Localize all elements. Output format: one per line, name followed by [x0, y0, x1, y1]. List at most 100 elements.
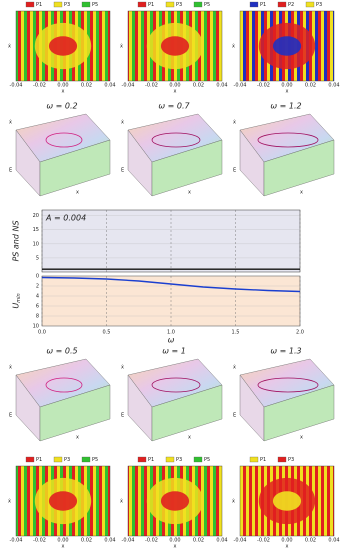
x-tick-label: 1.0	[167, 330, 175, 336]
legend-swatch	[25, 1, 35, 8]
y-axis-label: ẋ	[233, 120, 236, 126]
x-tick-label: -0.02	[33, 538, 46, 544]
surface-side	[263, 139, 335, 197]
surface-side	[39, 139, 111, 197]
phase-region	[160, 491, 190, 511]
y-axis-label-sub: min	[16, 293, 22, 302]
y-tick-label: 8	[36, 314, 39, 320]
x-tick-label: 0.02	[81, 538, 92, 544]
x-tick-label: 0.00	[57, 538, 68, 544]
orbit	[45, 132, 83, 148]
legend-swatch	[249, 456, 259, 463]
x-axis-label: x	[286, 89, 289, 95]
legend-label: P3	[64, 457, 70, 463]
x-tick-label: 0.04	[216, 538, 227, 544]
y-axis-label: ẋ	[121, 120, 124, 126]
x-tick-label: 0.5	[103, 330, 111, 336]
x-tick-label: -0.04	[122, 83, 135, 89]
x-tick-label: 0.04	[104, 538, 115, 544]
legend-swatch	[137, 1, 147, 8]
x-tick-label: -0.02	[33, 83, 46, 89]
legend-swatch	[277, 456, 287, 463]
omega-label: ω = 0.5	[46, 347, 77, 356]
x-axis-label: x	[76, 190, 79, 196]
x-axis-label: ω	[168, 336, 175, 345]
x-tick-label: 0.04	[104, 83, 115, 89]
x-axis-label: x	[62, 544, 65, 550]
legend-swatch	[81, 456, 91, 463]
legend-label: P1	[36, 457, 42, 463]
x-tick-label: 0.0	[38, 330, 46, 336]
annotation: A = 0.004	[45, 214, 86, 223]
y-axis-label: ẋ	[232, 499, 235, 505]
y-axis-label: ẋ	[121, 365, 124, 371]
legend-label: P3	[176, 457, 182, 463]
legend-swatch	[277, 1, 287, 8]
orbit	[151, 132, 201, 148]
orbit	[45, 377, 83, 393]
y-tick-label: 5	[36, 255, 39, 261]
legend-swatch	[53, 456, 63, 463]
x-tick-label: -0.02	[257, 538, 270, 544]
x-tick-label: 0.02	[81, 83, 92, 89]
series-line	[41, 276, 301, 293]
x-tick-label: -0.02	[145, 538, 158, 544]
y-tick-label: 10	[33, 241, 39, 247]
z-axis-label: E	[121, 413, 124, 419]
legend-label: P5	[92, 2, 98, 8]
x-axis-label: x	[286, 544, 289, 550]
y-axis-label: Umin	[12, 293, 22, 308]
legend-label: P3	[176, 2, 182, 8]
x-tick-label: 0.00	[169, 83, 180, 89]
y-axis-label: ẋ	[9, 120, 12, 126]
x-tick-label: -0.04	[10, 538, 23, 544]
legend-label: P1	[148, 457, 154, 463]
x-axis-label: x	[62, 89, 65, 95]
x-axis-label: x	[188, 435, 191, 441]
orbit	[151, 377, 201, 393]
x-tick-label: -0.04	[234, 83, 247, 89]
legend-label: P1	[36, 2, 42, 8]
omega-label: ω = 1.3	[270, 347, 301, 356]
omega-label: ω = 0.7	[158, 102, 190, 111]
plot-frame	[41, 209, 301, 273]
y-axis-label: ẋ	[8, 44, 11, 50]
legend-label: P3	[288, 457, 294, 463]
legend-swatch	[165, 456, 175, 463]
x-axis-label: x	[300, 435, 303, 441]
legend-label: P1	[260, 2, 266, 8]
x-axis-label: x	[76, 435, 79, 441]
legend-label: P3	[64, 2, 70, 8]
legend-label: P5	[204, 457, 210, 463]
y-axis-label: ẋ	[120, 44, 123, 50]
y-tick-label: 10	[33, 324, 39, 330]
x-axis-label: x	[300, 190, 303, 196]
x-tick-label: 0.04	[216, 83, 227, 89]
legend-label: P2	[288, 2, 294, 8]
z-axis-label: E	[121, 168, 124, 174]
x-tick-label: 1.5	[232, 330, 240, 336]
x-tick-label: 2.0	[296, 330, 304, 336]
phase-region	[48, 36, 78, 56]
z-axis-label: E	[9, 168, 12, 174]
surface-side	[151, 384, 223, 442]
x-tick-label: 0.00	[281, 538, 292, 544]
x-tick-label: -0.02	[145, 83, 158, 89]
x-tick-label: 0.02	[193, 83, 204, 89]
y-tick-label: 15	[33, 227, 39, 233]
x-tick-label: -0.04	[122, 538, 135, 544]
y-axis-label: ẋ	[233, 365, 236, 371]
x-axis-label: x	[188, 190, 191, 196]
legend-swatch	[53, 1, 63, 8]
legend-swatch	[193, 1, 203, 8]
x-tick-label: 0.02	[305, 83, 316, 89]
z-axis-label: E	[9, 413, 12, 419]
legend-label: P1	[148, 2, 154, 8]
y-tick-label: 0	[36, 274, 39, 280]
y-axis-label: PS and NS	[12, 220, 21, 261]
legend-swatch	[249, 1, 259, 8]
legend-label: P5	[204, 2, 210, 8]
legend-label: P5	[92, 457, 98, 463]
y-axis-label: ẋ	[8, 499, 11, 505]
